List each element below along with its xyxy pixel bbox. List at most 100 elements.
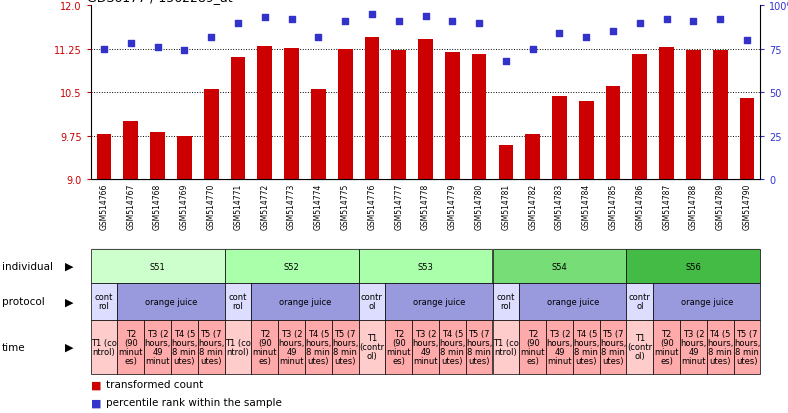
Point <box>151 45 164 51</box>
Bar <box>492 320 519 374</box>
Bar <box>412 320 439 374</box>
Text: orange juice: orange juice <box>413 297 465 306</box>
Bar <box>359 283 385 320</box>
Text: GSM514767: GSM514767 <box>126 183 136 230</box>
Point <box>741 38 753 44</box>
Bar <box>198 320 225 374</box>
Text: GSM514784: GSM514784 <box>582 183 591 229</box>
Bar <box>492 250 626 283</box>
Bar <box>251 320 278 374</box>
Point <box>232 20 244 27</box>
Text: GSM514770: GSM514770 <box>206 183 216 230</box>
Point <box>339 19 351 25</box>
Point <box>205 34 217 41</box>
Text: GSM514779: GSM514779 <box>448 183 457 230</box>
Bar <box>526 135 540 180</box>
Bar <box>686 51 701 180</box>
Bar <box>392 51 406 180</box>
Bar <box>492 283 519 320</box>
Point <box>634 20 646 27</box>
Text: S54: S54 <box>552 262 567 271</box>
Text: GSM514785: GSM514785 <box>608 183 618 229</box>
Text: GSM514783: GSM514783 <box>555 183 564 229</box>
Bar <box>117 320 144 374</box>
Text: T1
(contr
ol): T1 (contr ol) <box>627 333 652 361</box>
Text: ▶: ▶ <box>65 297 73 306</box>
Text: T4 (5
hours,
8 min
utes): T4 (5 hours, 8 min utes) <box>439 329 466 365</box>
Text: GSM514771: GSM514771 <box>233 183 243 229</box>
Point <box>446 19 459 25</box>
Text: GSM514769: GSM514769 <box>180 183 189 230</box>
Bar <box>385 320 412 374</box>
Text: GSM514766: GSM514766 <box>99 183 109 230</box>
Text: T4 (5
hours,
8 min
utes): T4 (5 hours, 8 min utes) <box>707 329 734 365</box>
Bar <box>653 320 680 374</box>
Text: T2
(90
minut
es): T2 (90 minut es) <box>654 329 679 365</box>
Bar <box>365 38 379 180</box>
Text: GSM514790: GSM514790 <box>742 183 752 230</box>
Text: GSM514775: GSM514775 <box>340 183 350 230</box>
Text: T2
(90
minut
es): T2 (90 minut es) <box>386 329 411 365</box>
Text: protocol: protocol <box>2 297 44 306</box>
Bar <box>338 50 352 180</box>
Bar <box>579 102 593 180</box>
Text: T3 (2
hours,
49
minut: T3 (2 hours, 49 minut <box>412 329 439 365</box>
Text: GSM514789: GSM514789 <box>716 183 725 229</box>
Text: T3 (2
hours,
49
minut: T3 (2 hours, 49 minut <box>278 329 305 365</box>
Bar <box>124 122 138 180</box>
Text: T1
(contr
ol): T1 (contr ol) <box>359 333 385 361</box>
Text: T2
(90
minut
es): T2 (90 minut es) <box>118 329 143 365</box>
Text: cont
rol: cont rol <box>229 292 247 311</box>
Text: orange juice: orange juice <box>279 297 331 306</box>
Bar <box>91 250 225 283</box>
Bar <box>707 320 734 374</box>
Text: GSM514787: GSM514787 <box>662 183 671 229</box>
Text: ■: ■ <box>91 397 101 408</box>
Bar <box>472 55 486 180</box>
Bar <box>633 55 647 180</box>
Bar <box>546 320 573 374</box>
Bar <box>660 48 674 180</box>
Text: transformed count: transformed count <box>106 379 203 389</box>
Bar <box>519 320 546 374</box>
Bar <box>499 146 513 180</box>
Bar <box>278 320 305 374</box>
Point <box>125 41 137 47</box>
Bar <box>144 320 171 374</box>
Bar <box>359 320 385 374</box>
Point <box>285 17 298 24</box>
Bar <box>117 283 225 320</box>
Text: S51: S51 <box>150 262 165 271</box>
Text: individual: individual <box>2 261 53 271</box>
Text: orange juice: orange juice <box>681 297 733 306</box>
Bar <box>332 320 359 374</box>
Text: S56: S56 <box>686 262 701 271</box>
Text: orange juice: orange juice <box>547 297 599 306</box>
Text: T3 (2
hours,
49
minut: T3 (2 hours, 49 minut <box>680 329 707 365</box>
Point <box>366 12 378 18</box>
Point <box>312 34 325 41</box>
Text: ■: ■ <box>91 379 101 389</box>
Text: GSM514773: GSM514773 <box>287 183 296 230</box>
Bar <box>445 52 459 180</box>
Bar <box>258 47 272 180</box>
Text: GSM514782: GSM514782 <box>528 183 537 229</box>
Text: T1 (co
ntrol): T1 (co ntrol) <box>225 338 251 356</box>
Text: cont
rol: cont rol <box>95 292 113 311</box>
Point <box>500 58 512 65</box>
Bar <box>734 320 760 374</box>
Text: T4 (5
hours,
8 min
utes): T4 (5 hours, 8 min utes) <box>171 329 198 365</box>
Bar <box>204 90 218 180</box>
Point <box>98 46 110 53</box>
Text: orange juice: orange juice <box>145 297 197 306</box>
Bar <box>359 250 492 283</box>
Text: T5 (7
hours,
8 min
utes): T5 (7 hours, 8 min utes) <box>466 329 492 365</box>
Text: GSM514786: GSM514786 <box>635 183 645 229</box>
Text: T5 (7
hours,
8 min
utes): T5 (7 hours, 8 min utes) <box>332 329 359 365</box>
Bar <box>466 320 492 374</box>
Bar <box>680 320 707 374</box>
Text: S52: S52 <box>284 262 299 271</box>
Bar <box>251 283 359 320</box>
Bar <box>97 135 111 180</box>
Text: ▶: ▶ <box>65 342 73 352</box>
